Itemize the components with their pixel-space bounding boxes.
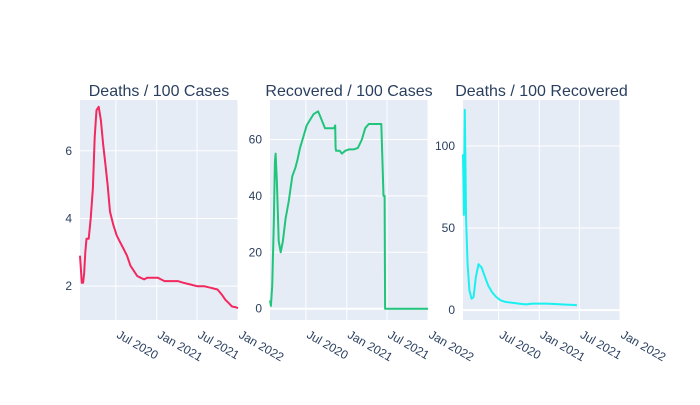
chart-title: Deaths / 100 Recovered	[455, 83, 628, 100]
y-tick-label: 100	[435, 139, 455, 153]
plot-area	[463, 100, 620, 320]
x-tick-label: Jan 2022	[237, 327, 287, 364]
x-tick-label: Jul 2020	[497, 327, 544, 362]
y-tick-label: 20	[249, 245, 263, 259]
chart-title: Recovered / 100 Cases	[265, 83, 432, 100]
chart-title: Deaths / 100 Cases	[89, 83, 230, 100]
y-tick-label: 0	[255, 302, 262, 316]
y-tick-label: 2	[65, 279, 72, 293]
series-line	[79, 105, 239, 310]
x-tick-label: Jul 2020	[304, 327, 351, 362]
y-tick-label: 50	[442, 221, 456, 235]
x-tick-label: Jan 2021	[155, 327, 205, 364]
y-tick-label: 0	[448, 303, 455, 317]
series-line	[462, 108, 577, 307]
x-tick-label: Jul 2021	[386, 327, 433, 362]
y-tick-label: 6	[65, 144, 72, 158]
x-tick-label: Jul 2021	[196, 327, 243, 362]
y-tick-label: 60	[249, 132, 263, 146]
y-tick-label: 4	[65, 211, 72, 225]
x-tick-label: Jul 2021	[578, 327, 625, 362]
x-tick-label: Jul 2020	[114, 327, 161, 362]
plot-area	[270, 100, 428, 320]
plot-area	[80, 100, 238, 320]
y-tick-label: 40	[249, 189, 263, 203]
series-line	[269, 110, 428, 310]
x-tick-label: Jan 2021	[345, 327, 395, 364]
x-tick-label: Jan 2022	[619, 327, 669, 364]
x-tick-label: Jan 2021	[538, 327, 588, 364]
x-tick-label: Jan 2022	[427, 327, 477, 364]
